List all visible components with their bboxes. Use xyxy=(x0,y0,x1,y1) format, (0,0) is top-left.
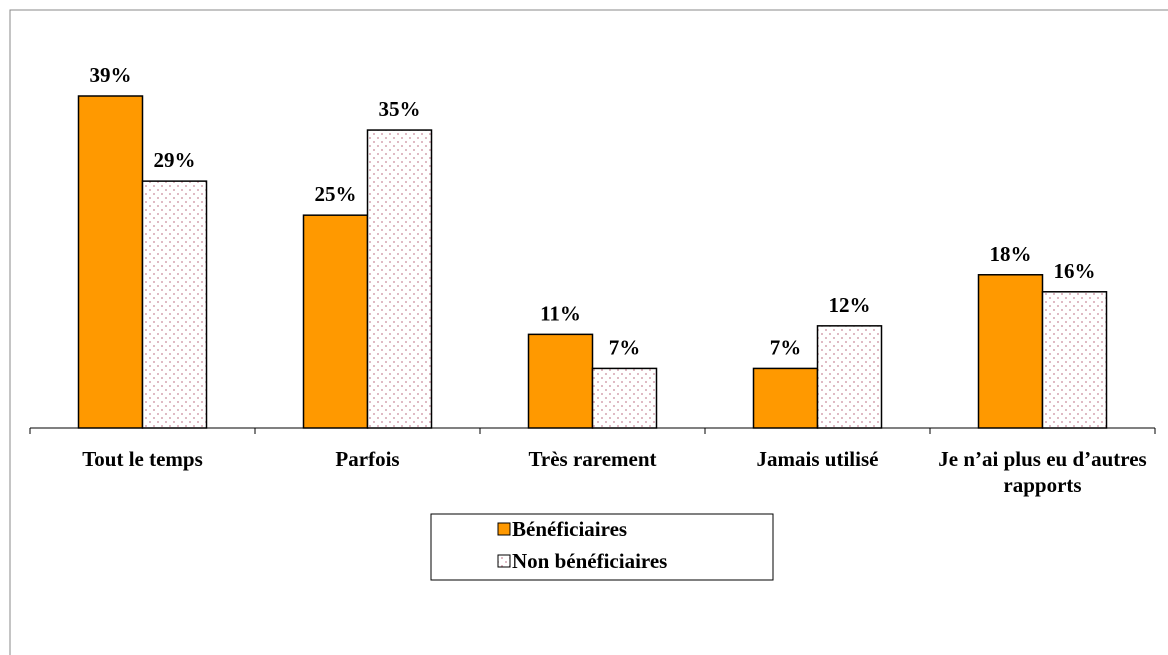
legend-label: Non bénéficiaires xyxy=(512,549,667,573)
data-label: 25% xyxy=(315,182,357,206)
bar xyxy=(1041,291,1108,429)
data-label: 39% xyxy=(90,63,132,87)
data-label: 7% xyxy=(770,335,802,359)
bar xyxy=(141,180,208,429)
legend-swatch xyxy=(497,522,511,536)
x-tick-label: Très rarement xyxy=(528,447,657,471)
data-label: 7% xyxy=(609,335,641,359)
data-label: 12% xyxy=(829,293,871,317)
x-tick-label: Jamais utilisé xyxy=(756,447,879,471)
data-label: 16% xyxy=(1054,259,1096,283)
bar xyxy=(752,367,819,429)
chart-frame xyxy=(9,9,1168,655)
data-label: 18% xyxy=(990,242,1032,266)
bar xyxy=(77,95,144,429)
x-tick-label: Tout le temps xyxy=(82,447,203,471)
data-label: 29% xyxy=(154,148,196,172)
bar xyxy=(816,325,883,429)
legend-swatch xyxy=(497,554,511,568)
data-label: 11% xyxy=(540,301,581,325)
bar xyxy=(366,129,433,429)
bar xyxy=(591,367,658,429)
x-tick-label: Parfois xyxy=(335,447,400,471)
legend-label: Bénéficiaires xyxy=(512,517,627,541)
bar xyxy=(977,274,1044,429)
data-label: 35% xyxy=(379,97,421,121)
x-tick-label: Je n’ai plus eu d’autres rapports xyxy=(938,447,1147,497)
legend-box xyxy=(430,513,774,581)
bar xyxy=(527,333,594,429)
bar xyxy=(302,214,369,429)
